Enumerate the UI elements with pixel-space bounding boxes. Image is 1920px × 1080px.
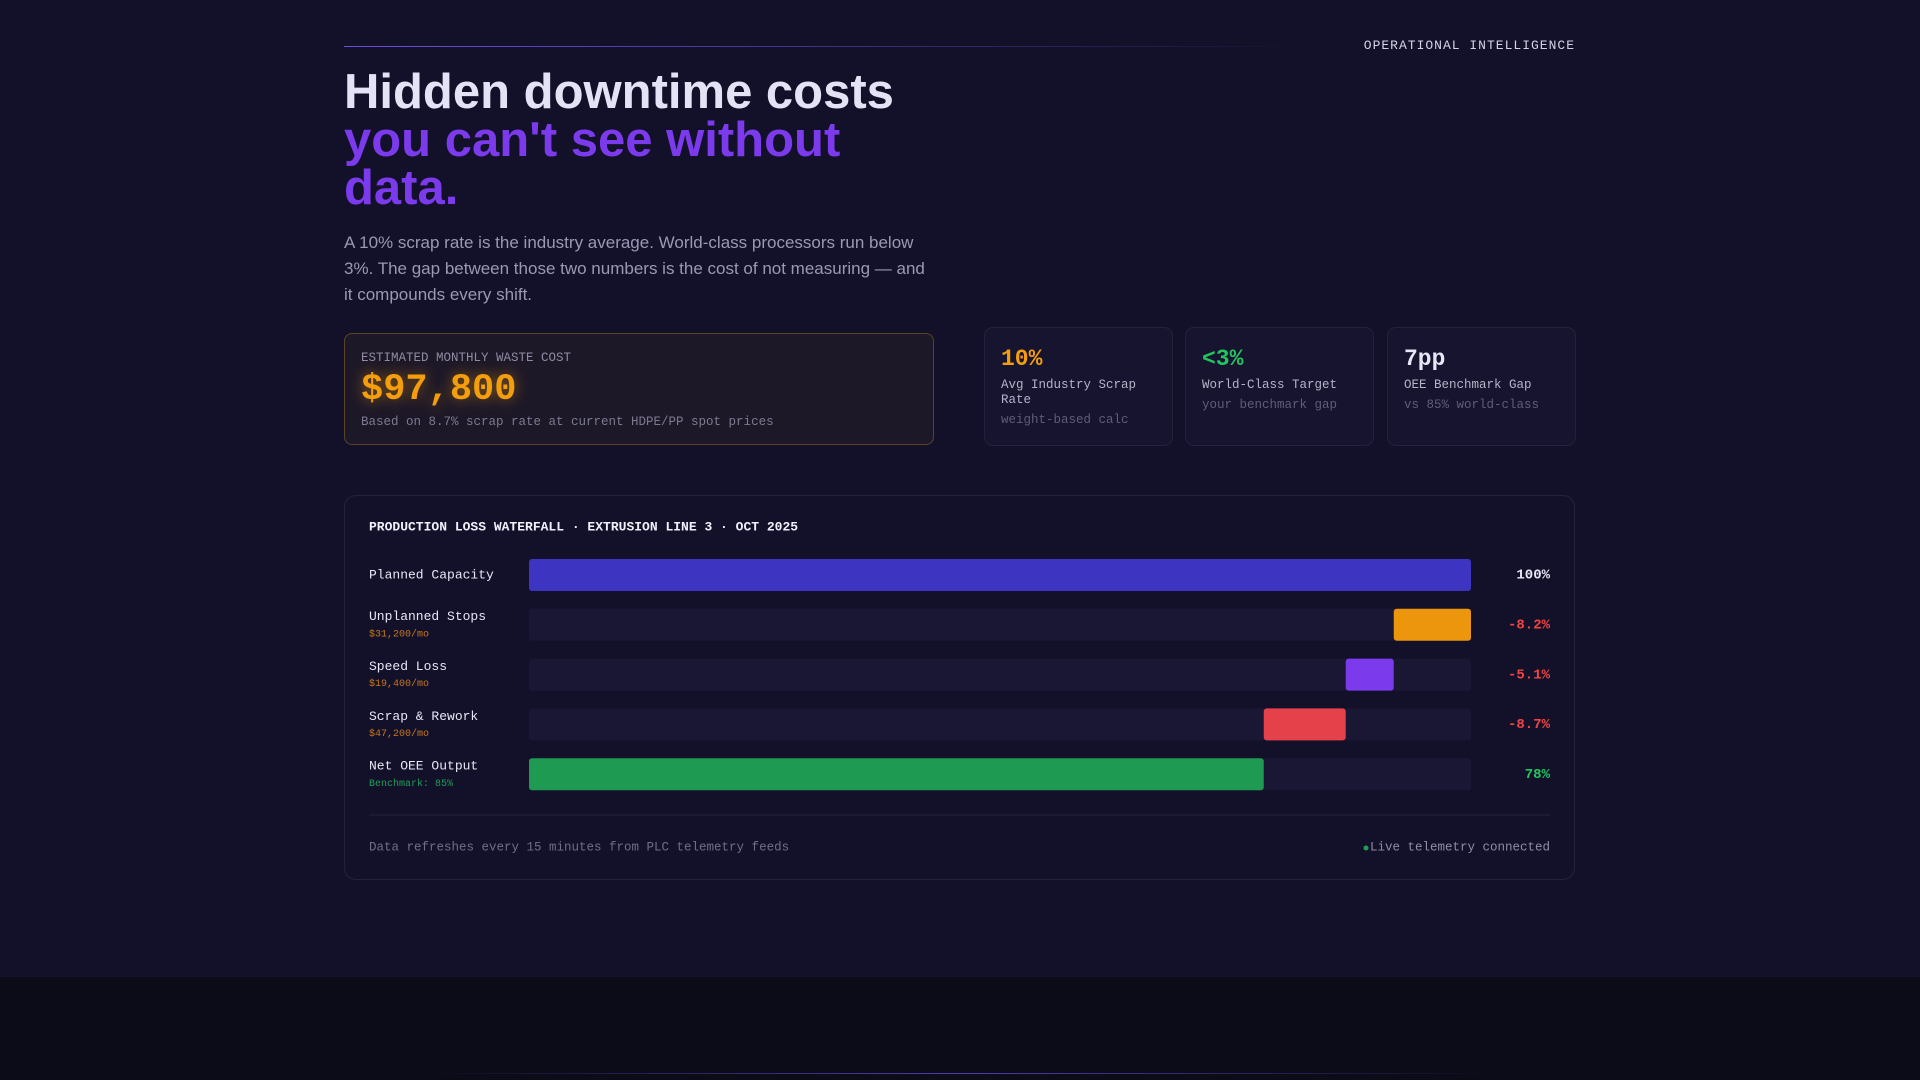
hero-title: Hidden downtime costs you can't see with… [344,65,944,215]
row-sublabel: $31,200/mo [369,628,429,640]
status-dot [1363,845,1369,851]
stat-card: 10% Avg Industry Scrap Rate weight-based c… [984,327,1173,446]
row-sublabel: Benchmark: 85% [369,778,453,790]
track [529,658,1471,691]
intro: A 10% scrap rate is the industry average… [344,233,925,304]
card-value: $97,800 [361,369,517,411]
track [529,708,1471,741]
bar [1263,708,1346,741]
eyebrow: OPERATIONAL INTELLIGENCE [1363,38,1575,53]
title-line: Hidden downtime costs [344,65,894,119]
row-sublabel: $19,400/mo [369,678,429,690]
row-label: Unplanned Stops [369,609,486,624]
stat-card: 7pp OEE Benchmark Gap vs 85% world-class [1387,327,1576,446]
stat-value: 10% [1001,346,1043,372]
value-label: -8.2% [1508,618,1551,634]
chart: PRODUCTION LOSS WATERFALL · EXTRUSION LI… [369,519,1551,854]
row-label: Net OEE Output [369,759,478,774]
footer-band [0,977,1920,1080]
status: Live telemetry connected [1370,840,1550,854]
glow [420,1073,1500,1074]
title-line: you can't see without data. [344,113,841,215]
value-label: 78% [1525,767,1551,783]
stat-label: OEE Benchmark Gap [1404,378,1532,392]
bar [1345,658,1394,691]
stat-note: your benchmark gap [1202,398,1338,412]
row-label: Scrap & Rework [369,709,478,724]
stat-note: vs 85% world-class [1404,398,1540,412]
waste-card: ESTIMATED MONTHLY WASTE COST $97,800 Bas… [344,333,934,445]
value-label: -8.7% [1508,717,1551,733]
chart-title: PRODUCTION LOSS WATERFALL · EXTRUSION LI… [369,519,798,534]
bar [1393,608,1471,641]
stat-value: 7pp [1404,346,1446,372]
card-note: Based on 8.7% scrap rate at current HDPE… [361,415,774,429]
stat-note: weight-based calc [1001,413,1129,427]
bar [529,559,1471,591]
row-label: Speed Loss [369,659,447,674]
bar [529,758,1264,791]
divider [344,46,1304,47]
card-label: ESTIMATED MONTHLY WASTE COST [361,351,572,365]
footer-note: Data refreshes every 15 minutes from PLC… [369,840,789,854]
stat-card: <3% World-Class Target your benchmark gap [1185,327,1374,446]
stat-label: World-Class Target [1202,378,1338,392]
value-label: 100% [1516,568,1550,584]
value-label: -5.1% [1508,667,1551,683]
track [529,608,1471,641]
row-sublabel: $47,200/mo [369,728,429,740]
stat-label: Avg Industry Scrap Rate [1001,378,1137,407]
row-label: Planned Capacity [369,567,494,582]
stat-value: <3% [1202,346,1244,372]
